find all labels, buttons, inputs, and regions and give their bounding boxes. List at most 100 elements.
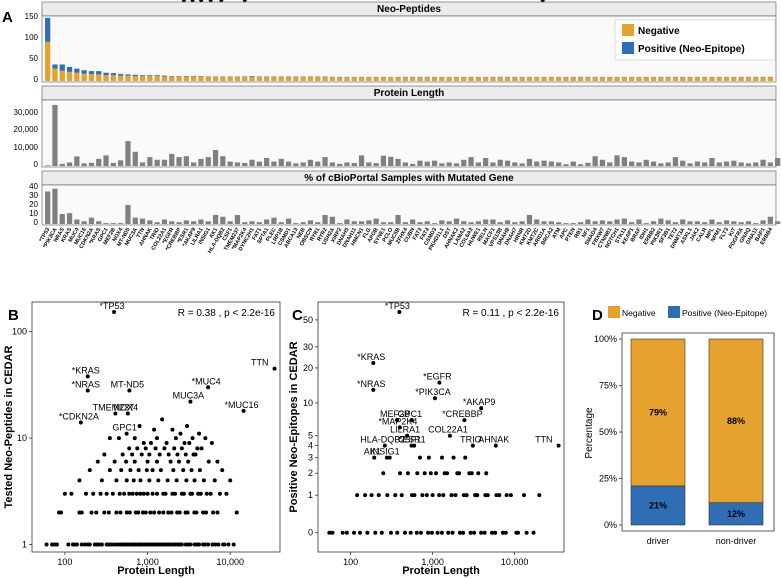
scatter-point <box>168 459 173 464</box>
bar-protein-length <box>687 163 693 166</box>
scatter-point <box>199 446 204 451</box>
scatter-point <box>153 446 158 451</box>
scatter-point <box>181 0 186 2</box>
scatter-point <box>213 542 218 547</box>
bar-protein-length <box>410 163 416 166</box>
y-tick-label: 5 <box>308 431 313 441</box>
scatter-point <box>147 478 152 483</box>
scatter-point <box>138 491 143 496</box>
scatter-point <box>141 491 146 496</box>
bar-neo-negative <box>760 77 766 81</box>
bar-neo-positive <box>88 71 95 74</box>
bar-neo-negative <box>738 77 744 81</box>
bar-neo-negative <box>753 77 759 81</box>
category-label: MPL <box>705 226 716 240</box>
scatter-point <box>114 542 119 547</box>
bar-neo-negative <box>176 76 182 81</box>
bar-protein-length <box>264 158 270 166</box>
scatter-point <box>409 418 414 423</box>
scatter-point <box>432 396 437 401</box>
scatter-point <box>148 510 153 515</box>
bar-neo-negative <box>453 77 460 81</box>
scatter-point <box>446 530 451 535</box>
bar-cbioportal <box>526 214 533 224</box>
point-label: TMEM237 <box>93 403 135 413</box>
scatter-point <box>437 493 442 498</box>
d-legend-label-negative: Negative <box>622 308 656 318</box>
scatter-point <box>152 510 157 515</box>
bar-protein-length <box>672 157 679 166</box>
scatter-point <box>107 436 112 441</box>
panel-d-ticks: driver non-driver 0% 25% 50% 75% 100% <box>594 334 756 546</box>
bar-neo-negative <box>680 77 686 81</box>
bar-neo-negative <box>541 77 547 81</box>
scatter-point <box>127 446 132 451</box>
scatter-point <box>134 491 139 496</box>
bar-neo-negative <box>504 77 511 81</box>
scatter-point <box>405 433 410 438</box>
scatter-point <box>136 468 141 473</box>
scatter-point <box>524 530 529 535</box>
scatter-point <box>175 452 180 457</box>
bar-neo-negative <box>329 77 335 81</box>
bar-protein-length <box>665 162 671 166</box>
bar-neo-positive <box>96 71 102 75</box>
bar-protein-length <box>658 163 664 166</box>
bar-protein-length <box>366 162 372 166</box>
bar-protein-length <box>169 153 175 166</box>
scatter-point <box>104 491 109 496</box>
scatter-point <box>110 491 115 496</box>
bar-neo-negative <box>249 76 255 81</box>
scatter-point <box>112 459 117 464</box>
scatter-point <box>504 493 509 498</box>
bar-cbioportal <box>161 219 168 224</box>
bar-cbioportal <box>183 220 189 224</box>
scatter-point <box>69 491 74 496</box>
scatter-point <box>189 468 194 473</box>
scatter-point <box>372 455 377 460</box>
bar-protein-length <box>497 159 503 166</box>
bar-cbioportal <box>775 221 781 224</box>
bar-protein-length <box>468 157 474 166</box>
scatter-point <box>395 418 400 423</box>
bar-protein-length <box>753 162 759 166</box>
scatter-point <box>497 493 502 498</box>
scatter-point <box>183 542 188 547</box>
scatter-point <box>464 493 469 498</box>
point-label: HLA-DQB2 <box>360 435 405 445</box>
scatter-point <box>163 491 168 496</box>
bar-cbioportal <box>504 220 511 224</box>
bar-neo-negative <box>227 76 233 81</box>
scatter-point <box>165 478 170 483</box>
point-label: *ESR1 <box>399 435 426 445</box>
strip-title-cbioportal: % of cBioPortal Samples with Mutated Gen… <box>304 173 514 184</box>
bar-neo-negative <box>643 77 649 81</box>
strip-title-protein-length: Protein Length <box>374 88 445 99</box>
bar-neo-negative <box>351 77 357 81</box>
scatter-point <box>469 471 474 476</box>
scatter-point <box>221 542 226 547</box>
scatter-point <box>190 491 195 496</box>
scatter-point <box>78 420 83 425</box>
bar-cbioportal <box>242 222 248 224</box>
scatter-point <box>384 455 389 460</box>
scatter-point <box>154 491 159 496</box>
bar-cbioportal <box>118 223 124 224</box>
scatter-point <box>114 510 119 515</box>
scatter-point <box>490 530 495 535</box>
bar-protein-length <box>147 157 153 166</box>
scatter-point <box>143 446 148 451</box>
bar-neo-negative <box>468 77 474 81</box>
bar-neo-negative <box>293 76 299 81</box>
y-tick-label: 100% <box>594 334 617 344</box>
category-label: RB1 <box>574 227 585 240</box>
bar-cbioportal <box>315 222 321 224</box>
bar-neo-negative <box>45 41 51 81</box>
bar-protein-length <box>504 160 511 166</box>
y-tick-label: 30 <box>303 342 313 352</box>
scatter-point <box>44 542 49 547</box>
bar-protein-length <box>212 150 219 166</box>
bar-cbioportal <box>621 218 627 224</box>
bar-protein-length <box>694 161 700 166</box>
bar-protein-length <box>723 161 730 166</box>
